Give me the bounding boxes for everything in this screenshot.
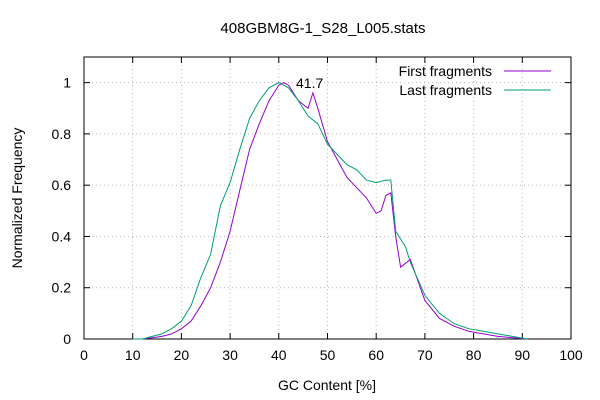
series-layer [132,82,528,340]
plot-frame [83,56,572,340]
x-tick-label: 90 [515,347,531,363]
y-axis-label: Normalized Frequency [9,128,25,269]
y-tick-label: 0.2 [52,280,72,296]
x-tick-label: 10 [125,347,141,363]
x-tick-label: 80 [466,347,482,363]
legend-label-first: First fragments [399,63,492,79]
x-tick-label: 40 [271,347,287,363]
peak-annotation: 41.7 [296,75,323,91]
series-line-first-fragments [132,82,528,340]
legend-label-last: Last fragments [399,82,492,98]
y-tick-label: 0 [63,331,71,347]
x-tick-label: 50 [320,347,336,363]
series-line-last-fragments [132,82,528,340]
y-tick-label: 1 [63,75,71,91]
y-tick-label: 0.8 [52,126,72,142]
x-axis-label: GC Content [%] [278,377,376,393]
grid [84,57,571,339]
legend: First fragments Last fragments [399,63,551,98]
x-tick-label: 60 [368,347,384,363]
y-tick-label: 0.6 [52,177,72,193]
x-tick-label: 30 [222,347,238,363]
x-tick-label: 20 [174,347,190,363]
axis-ticks: 0 10 20 30 40 50 60 70 80 90 100 0 0.2 0.4 0.6 0.8 1 [52,57,583,363]
x-tick-label: 100 [559,347,583,363]
x-tick-label: 70 [417,347,433,363]
y-tick-label: 0.4 [52,228,72,244]
chart-title: 408GBM8G-1_S28_L005.stats [220,20,425,37]
x-tick-label: 0 [80,347,88,363]
